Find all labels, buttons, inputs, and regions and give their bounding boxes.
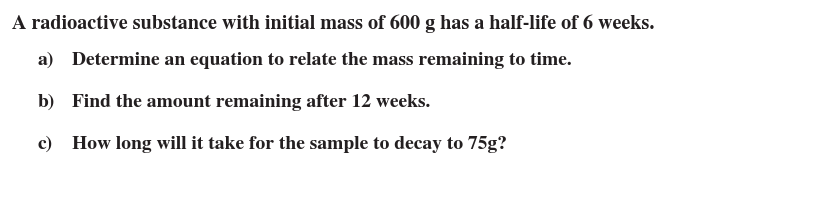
Text: Find the amount remaining after 12 weeks.: Find the amount remaining after 12 weeks…	[72, 94, 430, 111]
Text: a): a)	[38, 52, 55, 69]
Text: A radioactive substance with initial mass of 600 g has a half-life of 6 weeks.: A radioactive substance with initial mas…	[12, 14, 654, 32]
Text: c): c)	[38, 136, 53, 153]
Text: How long will it take for the sample to decay to 75g?: How long will it take for the sample to …	[72, 136, 507, 153]
Text: b): b)	[38, 94, 55, 111]
Text: Determine an equation to relate the mass remaining to time.: Determine an equation to relate the mass…	[72, 52, 572, 69]
